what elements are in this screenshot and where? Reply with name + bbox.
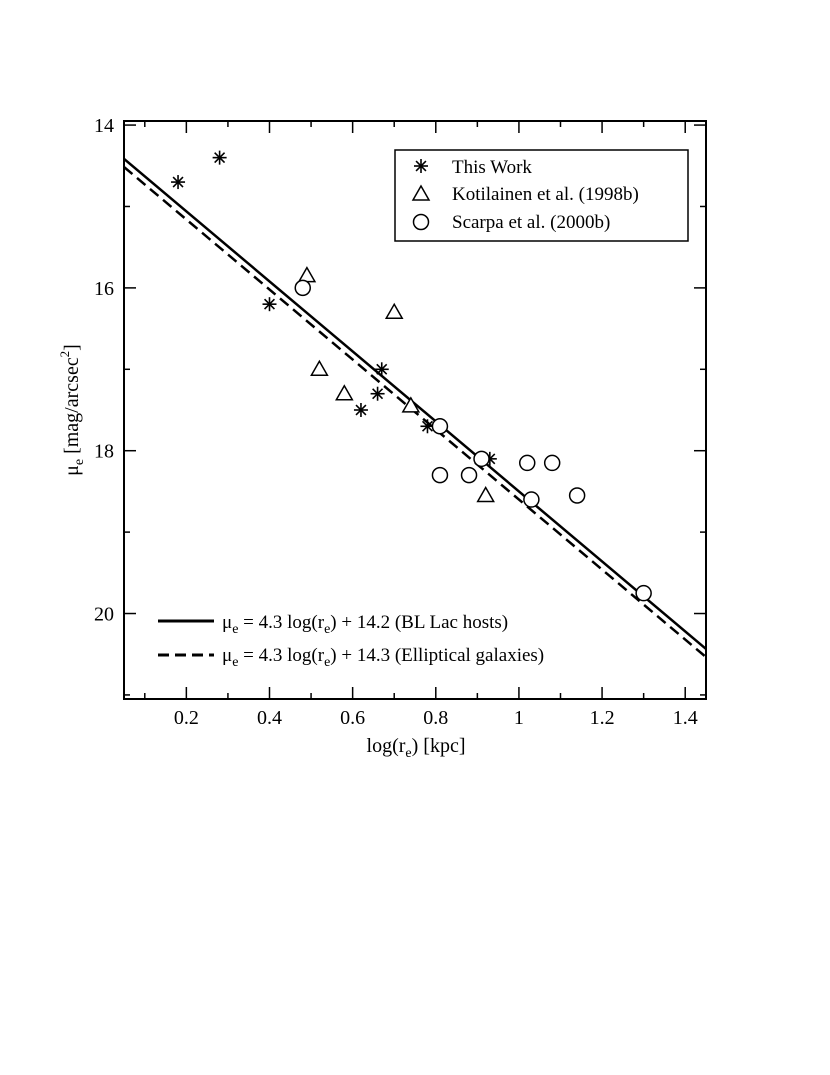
y-tick-label: 14 [94, 115, 114, 137]
this-work-point [212, 150, 227, 165]
y-axis-label-unit: [mag/arcsec [61, 357, 83, 459]
legend-markers [411, 159, 431, 231]
legend-fit1-a: = 4.3 log(r [238, 612, 324, 633]
legend-label-elliptical-fit: μe = 4.3 log(re) + 14.3 (Elliptical gala… [222, 645, 544, 670]
legend-label-bl-lac-fit: μe = 4.3 log(re) + 14.2 (BL Lac hosts) [222, 612, 508, 637]
legend-label-this-work: This Work [452, 157, 532, 178]
this-work-point [171, 175, 186, 190]
fit-legend: μe = 4.3 log(re) + 14.2 (BL Lac hosts) μ… [158, 612, 544, 670]
legend-marker-circle [412, 213, 430, 231]
this-work-point [420, 419, 435, 434]
legend-fit1-mu: μ [222, 612, 232, 633]
y-tick-label: 20 [94, 604, 114, 626]
legend-marker-triangle [411, 184, 431, 201]
scarpa-point [473, 450, 490, 468]
axis-ticks: 0.2 0.4 0.6 0.8 1 1.2 1.4 14 16 18 20 [94, 115, 706, 729]
kotilainen-point [335, 384, 354, 401]
legend-fit2-mu: μ [222, 645, 232, 666]
scarpa-point [523, 491, 540, 508]
series-legend-box [394, 149, 689, 242]
data-markers [171, 150, 652, 602]
x-tick-label: 1 [514, 707, 524, 729]
this-work-point [370, 386, 385, 401]
kotilainen-point [401, 396, 421, 413]
legend-fit2-sub1: e [232, 655, 238, 670]
x-axis-label-main: log(r [367, 735, 406, 757]
legend-label-kotilainen: Kotilainen et al. (1998b) [452, 184, 639, 205]
kotilainen-point [384, 302, 404, 320]
scarpa-point [543, 454, 561, 472]
x-tick-label: 1.2 [590, 707, 615, 729]
y-axis-label-mu: μ [61, 465, 83, 476]
legend-fit2-sub2: e [324, 655, 330, 670]
scarpa-point [431, 418, 449, 435]
kotilainen-point [297, 266, 317, 283]
y-axis-label: μe [mag/arcsec2] [57, 344, 87, 476]
x-tick-label: 0.2 [174, 707, 199, 729]
legend-fit1-sub2: e [324, 622, 330, 637]
legend-label-scarpa: Scarpa et al. (2000b) [452, 212, 610, 233]
legend-marker-asterisk [414, 159, 428, 173]
scarpa-point [431, 466, 449, 484]
x-tick-label: 0.4 [257, 707, 282, 729]
legend-fit2-b: ) + 14.3 (Elliptical galaxies) [330, 645, 544, 666]
this-work-point [374, 362, 389, 377]
kotilainen-point [476, 485, 495, 503]
x-tick-label: 0.8 [423, 707, 448, 729]
scarpa-point [635, 584, 652, 602]
scarpa-point [568, 487, 586, 504]
plot-frame [123, 120, 707, 700]
scarpa-point [294, 279, 312, 297]
legend-fit1-sub1: e [232, 622, 238, 637]
x-tick-label: 0.6 [340, 707, 365, 729]
legend-fit2-a: = 4.3 log(r [238, 645, 324, 666]
scarpa-point [518, 454, 536, 472]
y-tick-label: 18 [94, 441, 114, 463]
this-work-point [262, 297, 277, 312]
legend-fit1-b: ) + 14.2 (BL Lac hosts) [330, 612, 508, 633]
y-axis-label-end: ] [61, 344, 83, 351]
x-axis-label-sub: e [405, 746, 411, 761]
this-work-point [353, 403, 368, 417]
scarpa-point [460, 466, 478, 484]
y-tick-label: 16 [94, 278, 114, 300]
series-legend: This Work Kotilainen et al. (1998b) Scar… [394, 149, 689, 242]
kotilainen-point [310, 359, 329, 377]
x-axis-label-rest: ) [kpc] [412, 735, 466, 757]
x-axis-label: log(re) [kpc] [367, 735, 466, 761]
x-tick-label: 1.4 [673, 707, 698, 729]
y-axis-label-sub: e [72, 459, 87, 465]
y-axis-label-sup: 2 [57, 351, 72, 358]
